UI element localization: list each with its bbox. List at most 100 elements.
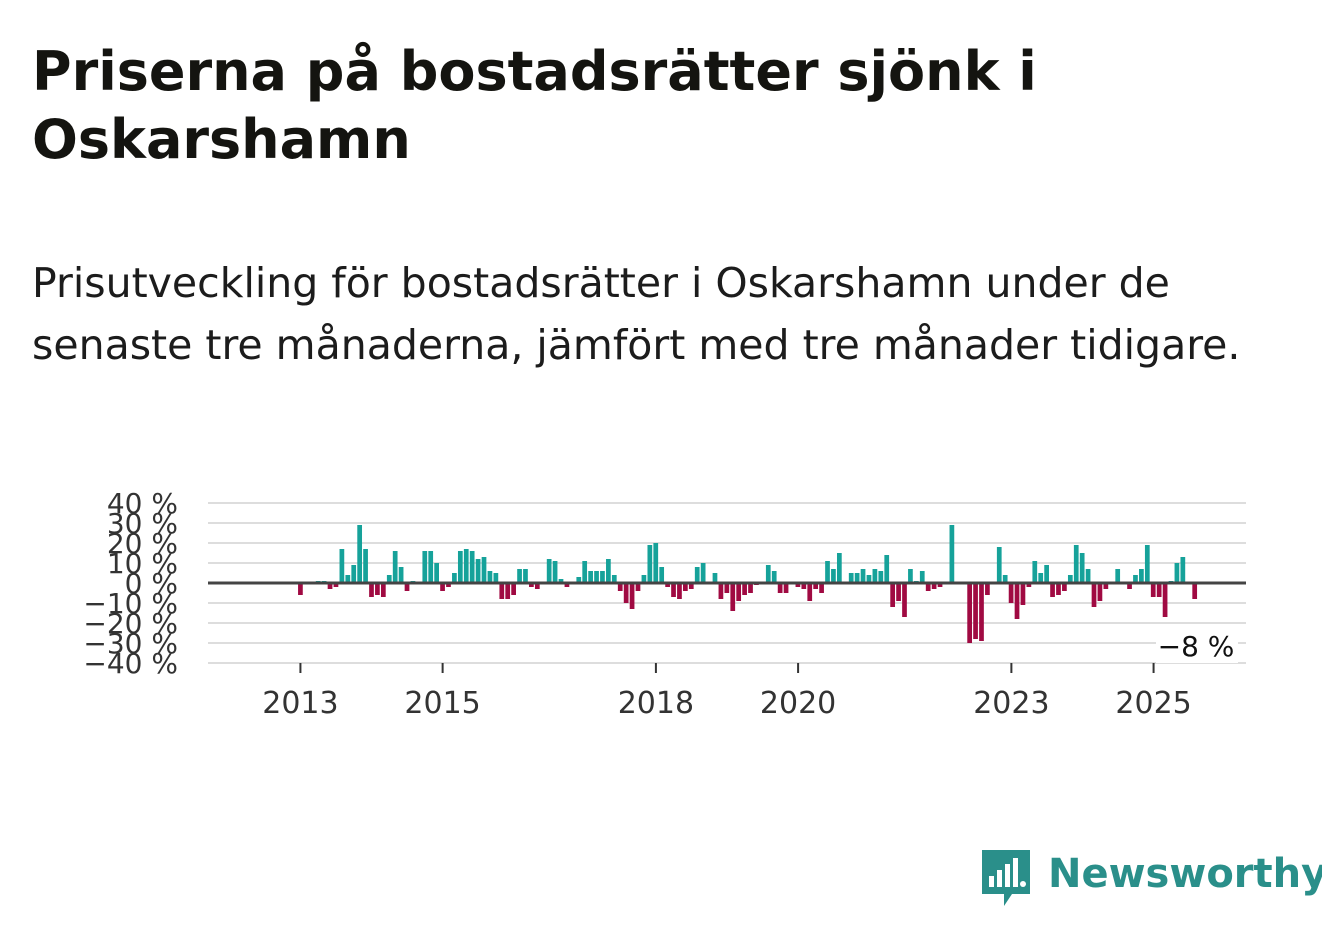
bar (1103, 583, 1109, 589)
bar (1026, 583, 1032, 587)
chart-title: Priserna på bostadsrätter sjönk i Oskars… (32, 40, 1037, 171)
annotation-background (1156, 629, 1238, 663)
bar (1073, 545, 1079, 583)
bar (440, 583, 445, 591)
bar (1014, 583, 1020, 619)
bar (979, 583, 984, 641)
bar (629, 583, 635, 609)
bar (339, 549, 345, 583)
bar (582, 561, 588, 583)
bar (765, 565, 771, 583)
bar (807, 583, 813, 601)
bar (576, 577, 582, 583)
bar (742, 583, 747, 595)
bar (641, 575, 647, 583)
x-axis: 2013 2015 2018 2020 2023 2025 (262, 663, 1192, 721)
bar (783, 583, 789, 593)
bar (653, 543, 659, 583)
bar (665, 583, 670, 587)
bar (351, 565, 357, 583)
bar (617, 583, 623, 591)
bar (357, 525, 363, 583)
bar (996, 547, 1002, 583)
y-tick-label: −30 % (83, 627, 178, 660)
newsworthy-logo-icon (982, 850, 1030, 906)
bar (985, 583, 990, 595)
x-tick-label: 2015 (404, 686, 480, 721)
bar (1162, 583, 1168, 617)
bar (825, 561, 830, 583)
bar (919, 571, 925, 583)
bar (446, 583, 451, 587)
bar (688, 583, 694, 589)
bar (1032, 561, 1038, 583)
bar (712, 573, 718, 583)
y-tick-label: −10 % (83, 587, 178, 620)
bar (671, 583, 676, 597)
bar (1020, 583, 1026, 605)
bar (836, 553, 842, 583)
bar (1044, 565, 1049, 583)
bar (428, 551, 434, 583)
y-tick-label: 10 % (107, 547, 178, 580)
bar (594, 571, 599, 583)
bar (777, 583, 783, 593)
bar (860, 569, 866, 583)
bar (564, 583, 570, 587)
bar (700, 563, 706, 583)
bar (1067, 575, 1073, 583)
bar (848, 573, 854, 583)
bar (890, 583, 896, 607)
bar (635, 583, 641, 591)
bar (973, 583, 978, 639)
bar (1050, 583, 1055, 597)
bar (831, 569, 836, 583)
x-tick-label: 2013 (262, 686, 338, 721)
bar (588, 571, 593, 583)
bar (683, 583, 688, 591)
bar (647, 545, 653, 583)
bar (771, 571, 777, 583)
bar (380, 583, 386, 597)
bar (487, 571, 493, 583)
bar (523, 569, 528, 583)
bar (345, 575, 351, 583)
bar (925, 583, 931, 591)
bar (457, 551, 463, 583)
y-tick-label: −40 % (83, 647, 178, 680)
bar (404, 583, 410, 591)
bar (534, 583, 540, 589)
bar (878, 571, 884, 583)
bar (434, 563, 439, 583)
bar (422, 551, 428, 583)
bar (896, 583, 901, 601)
bar (517, 569, 522, 583)
bar (600, 571, 605, 583)
y-axis: 40 %30 %20 %10 %0 %−10 %−20 %−30 %−40 % (83, 487, 178, 680)
bar (1056, 583, 1061, 595)
x-tick-label: 2023 (973, 686, 1049, 721)
newsworthy-logo[interactable]: Newsworthy (980, 848, 1322, 912)
bar (677, 583, 682, 599)
bar (1133, 575, 1138, 583)
bar (452, 573, 457, 583)
chart-subtitle: Prisutveckling för bostadsrätter i Oskar… (32, 259, 1241, 369)
bar (363, 549, 368, 583)
y-tick-label: 30 % (107, 507, 178, 540)
bar (1091, 583, 1097, 607)
bar (1097, 583, 1103, 601)
bar (795, 583, 801, 587)
bar (724, 583, 730, 593)
bar (552, 561, 558, 583)
bar (949, 525, 955, 583)
bar (736, 583, 742, 601)
bar (558, 579, 564, 583)
bar (659, 567, 665, 583)
bar (298, 583, 303, 595)
bar (931, 583, 937, 589)
bar (813, 583, 819, 589)
bar (369, 583, 374, 597)
bar (748, 583, 753, 593)
bar (1139, 569, 1144, 583)
y-tick-label: −20 % (83, 607, 178, 640)
